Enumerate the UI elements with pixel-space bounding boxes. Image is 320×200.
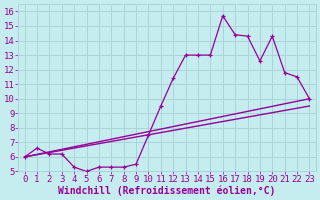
X-axis label: Windchill (Refroidissement éolien,°C): Windchill (Refroidissement éolien,°C) [58,185,276,196]
